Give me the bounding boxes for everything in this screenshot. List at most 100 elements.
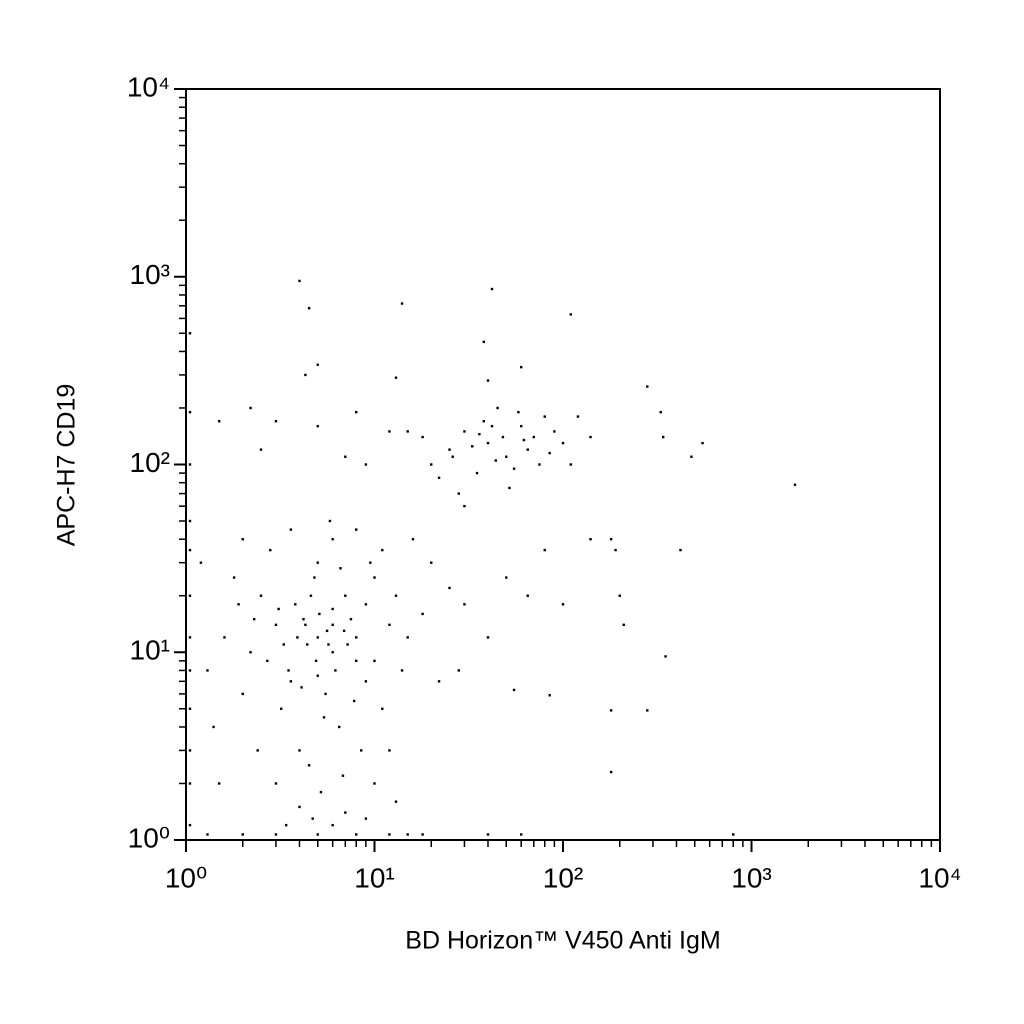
point: [298, 279, 301, 283]
point: [646, 709, 649, 712]
point: [373, 576, 376, 579]
point: [490, 424, 494, 428]
point: [430, 561, 433, 564]
point: [388, 623, 391, 627]
point: [406, 430, 409, 433]
point: [217, 782, 221, 785]
point: [388, 749, 391, 752]
point: [277, 607, 280, 611]
point: [576, 415, 580, 418]
point: [188, 749, 192, 752]
point: [471, 445, 474, 448]
point: [319, 790, 323, 794]
point: [501, 435, 505, 439]
point: [406, 833, 409, 836]
point: [512, 467, 516, 470]
point: [302, 617, 305, 621]
point: [324, 692, 327, 696]
point: [199, 561, 203, 564]
point: [369, 561, 372, 564]
point: [548, 451, 551, 455]
point: [522, 438, 526, 442]
y-tick-label: 10⁰: [128, 822, 170, 853]
point: [381, 548, 384, 552]
point: [331, 651, 334, 654]
point: [388, 833, 391, 836]
point: [241, 692, 244, 696]
point: [609, 709, 613, 712]
point: [338, 725, 341, 729]
point: [188, 823, 192, 827]
point: [532, 435, 536, 439]
point: [249, 651, 252, 654]
point: [457, 669, 460, 672]
point: [274, 833, 278, 836]
point: [359, 749, 363, 752]
point: [316, 424, 319, 428]
point: [421, 612, 424, 616]
point: [304, 623, 307, 627]
y-axis-label: APC-H7 CD19: [53, 384, 81, 547]
point: [569, 463, 573, 466]
point: [394, 376, 398, 379]
point: [505, 455, 508, 458]
point: [344, 811, 347, 814]
point: [494, 459, 497, 462]
point: [206, 669, 209, 672]
point: [373, 782, 376, 785]
point: [394, 594, 398, 597]
point: [618, 594, 621, 597]
point: [188, 636, 192, 639]
point: [188, 669, 192, 672]
point: [609, 538, 613, 541]
point: [241, 538, 244, 541]
point: [661, 435, 665, 439]
point: [526, 448, 529, 451]
point: [328, 519, 332, 523]
point: [307, 306, 311, 310]
point: [282, 643, 285, 646]
point: [289, 680, 293, 683]
point: [463, 603, 466, 606]
point: [411, 538, 415, 541]
point: [538, 463, 541, 466]
point: [217, 420, 221, 423]
point: [482, 420, 485, 423]
point: [793, 483, 797, 486]
point: [486, 379, 490, 382]
point: [188, 707, 192, 710]
point: [188, 519, 192, 523]
point: [249, 406, 252, 410]
point: [622, 623, 625, 627]
point: [526, 594, 529, 597]
point: [266, 659, 269, 663]
point: [349, 617, 353, 621]
point: [223, 636, 226, 639]
point: [316, 674, 319, 677]
point: [437, 680, 441, 683]
point: [334, 669, 337, 672]
point: [448, 448, 451, 451]
x-tick-label: 10¹: [354, 862, 394, 893]
point: [284, 823, 288, 827]
point: [364, 817, 368, 820]
point: [486, 833, 490, 836]
point: [318, 612, 321, 616]
point: [344, 594, 347, 597]
point: [421, 435, 424, 439]
point: [188, 410, 192, 414]
y-tick-label: 10¹: [130, 635, 170, 666]
point: [496, 406, 499, 410]
point: [306, 643, 309, 646]
x-axis-label: BD Horizon™ V450 Anti IgM: [405, 927, 720, 955]
point: [252, 617, 256, 621]
point: [421, 833, 424, 836]
point: [561, 441, 565, 445]
point: [316, 636, 319, 639]
point: [482, 340, 485, 344]
point: [457, 492, 460, 495]
point: [274, 420, 278, 423]
plot-frame: [185, 88, 941, 841]
point: [188, 332, 192, 335]
point: [561, 603, 565, 606]
